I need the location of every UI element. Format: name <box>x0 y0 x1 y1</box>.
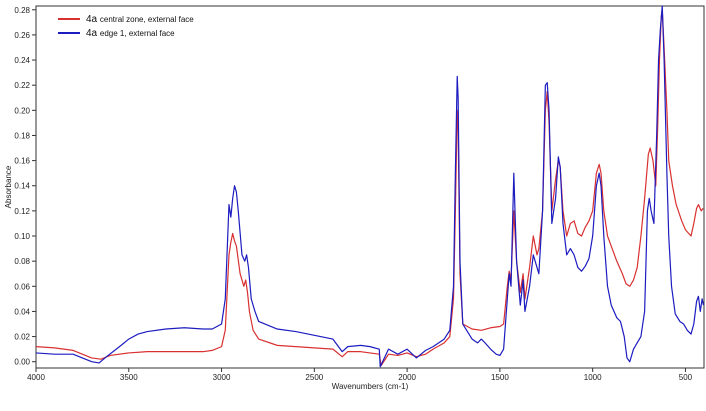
y-tick-label: 0.22 <box>14 81 30 90</box>
legend-prefix-1: 4a <box>86 14 100 25</box>
y-tick-label: 0.24 <box>14 56 30 65</box>
y-tick-label: 0.06 <box>14 282 30 291</box>
series-layer <box>35 5 705 368</box>
x-tick-label: 3000 <box>213 373 231 382</box>
y-tick-label: 0.26 <box>14 31 30 40</box>
legend-label-2: 4a edge 1, external face <box>86 28 175 39</box>
y-tick-label: 0.14 <box>14 182 30 191</box>
x-tick-label: 500 <box>679 373 693 382</box>
y-tick-label: 0.12 <box>14 207 30 216</box>
y-tick-label: 0.00 <box>14 358 30 367</box>
series-line-2 <box>35 5 705 368</box>
x-tick-label: 1500 <box>491 373 509 382</box>
x-axis-ticks: 4000 3500 3000 2500 2000 1500 1000 500 <box>27 368 693 382</box>
y-tick-label: 0.16 <box>14 157 30 166</box>
x-tick-label: 3500 <box>120 373 138 382</box>
legend-label-1: 4a central zone, external face <box>86 14 194 25</box>
y-tick-label: 0.28 <box>14 6 30 15</box>
legend-name-1: central zone, external face <box>100 15 194 24</box>
y-tick-label: 0.04 <box>14 307 30 316</box>
y-tick-label: 0.10 <box>14 232 30 241</box>
y-tick-label: 0.20 <box>14 106 30 115</box>
legend-name-2: edge 1, external face <box>100 29 175 38</box>
plot-frame <box>35 5 705 369</box>
x-tick-label: 2000 <box>398 373 416 382</box>
x-tick-label: 1000 <box>584 373 602 382</box>
y-tick-label: 0.18 <box>14 131 30 140</box>
x-tick-label: 2500 <box>305 373 323 382</box>
y-axis-title: Absorbance <box>4 165 13 208</box>
x-tick-label: 4000 <box>27 373 45 382</box>
y-tick-label: 0.08 <box>14 257 30 266</box>
y-axis-ticks: 0.00 0.02 0.04 0.06 0.08 0.10 0.12 0.14 0.16 0.18… <box>14 6 36 367</box>
y-tick-label: 0.02 <box>14 333 30 342</box>
legend-prefix-2: 4a <box>86 28 100 39</box>
x-axis-title: Wavenumbers (cm-1) <box>332 382 409 391</box>
